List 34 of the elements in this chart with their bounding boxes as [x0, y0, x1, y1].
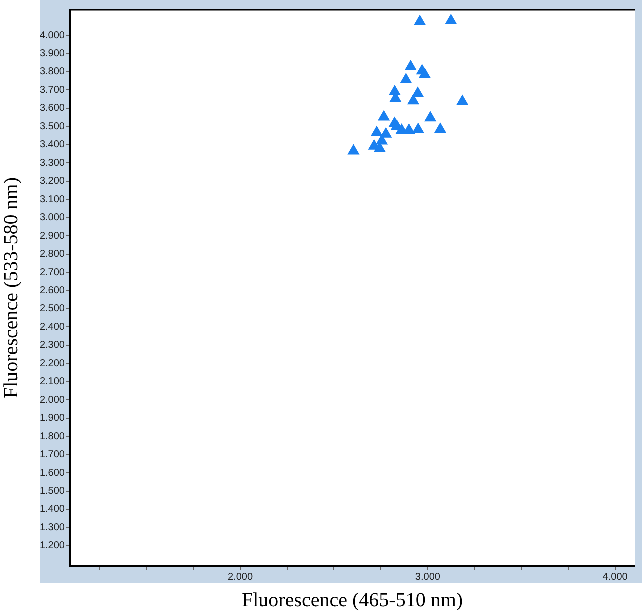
y-tick-label: 1.200 — [40, 540, 66, 552]
y-tick-label: 3.800 — [40, 66, 66, 78]
y-tick-label: 3.100 — [40, 194, 66, 206]
y-tick-label: 4.000 — [40, 30, 66, 42]
y-tick-label: 1.400 — [40, 504, 66, 516]
y-tick-label: 1.300 — [40, 522, 66, 534]
y-tick-label: 2.500 — [40, 304, 66, 315]
y-tick-label: 3.000 — [40, 212, 66, 224]
y-tick-label: 2.400 — [40, 322, 66, 333]
y-tick-label: 3.700 — [40, 84, 66, 96]
y-tick-label: 2.800 — [40, 249, 66, 260]
y-tick-label: 2.600 — [40, 285, 66, 296]
y-tick-label: 2.200 — [40, 358, 66, 370]
y-tick-label: 3.300 — [40, 158, 66, 169]
y-tick-label: 3.500 — [40, 121, 66, 132]
y-tick-label: 3.400 — [40, 140, 66, 151]
y-tick-label: 1.500 — [40, 486, 66, 498]
y-tick-label: 3.900 — [40, 48, 66, 60]
y-tick-label: 2.700 — [40, 267, 66, 278]
y-tick-label: 1.900 — [40, 413, 66, 424]
y-tick-label: 3.600 — [40, 103, 66, 114]
y-tick-label: 2.900 — [40, 230, 66, 242]
y-tick-label: 2.300 — [40, 340, 66, 352]
x-tick-label: 4.000 — [602, 572, 628, 583]
x-tick-label: 3.000 — [415, 572, 441, 583]
x-tick-label: 2.000 — [228, 572, 254, 583]
y-tick-label: 2.000 — [40, 394, 66, 406]
y-tick-label: 2.100 — [40, 376, 66, 388]
y-axis-title: Fluorescence (533-580 nm) — [0, 177, 22, 399]
x-axis-title: Fluorescence (465-510 nm) — [242, 589, 464, 612]
y-tick-label: 3.200 — [40, 176, 66, 188]
y-tick-label: 1.600 — [40, 468, 66, 479]
y-tick-label: 1.700 — [40, 450, 66, 461]
y-tick-label: 1.800 — [40, 431, 66, 442]
